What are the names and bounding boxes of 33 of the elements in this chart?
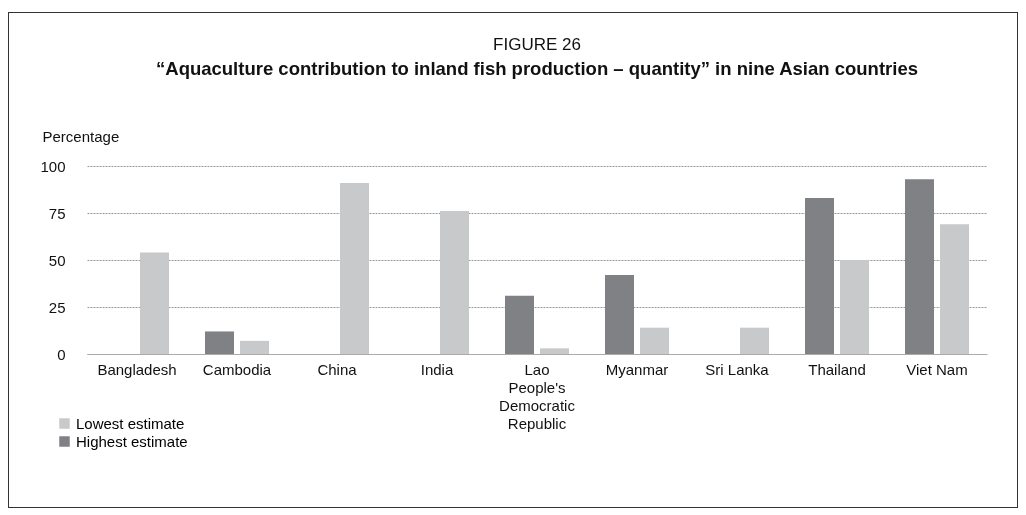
x-tick-label: India xyxy=(420,360,454,378)
chart-subtitle: “Aquaculture contribution to inland fish production – quantity” in nine Asian countries xyxy=(156,57,918,79)
x-tick-label: Bangladesh xyxy=(97,360,177,378)
x-tick-label: Myanmar xyxy=(605,360,669,378)
y-tick-label: 0 xyxy=(57,345,66,363)
bar xyxy=(140,252,169,354)
legend-label: Highest estimate xyxy=(76,432,188,450)
bar xyxy=(740,327,769,354)
chart-title: FIGURE 26 xyxy=(493,34,581,54)
bar xyxy=(940,224,969,354)
bar xyxy=(340,182,369,354)
y-tick-label: 25 xyxy=(48,298,66,316)
x-tick-label: Viet Nam xyxy=(906,360,968,378)
bar xyxy=(505,295,534,354)
bar xyxy=(205,331,234,354)
bar xyxy=(540,348,569,354)
y-tick-label: 100 xyxy=(40,157,66,175)
y-tick-label: 50 xyxy=(48,251,66,269)
x-tick-label: Thailand xyxy=(808,360,866,378)
bar xyxy=(240,340,269,354)
bar xyxy=(440,211,469,354)
x-tick-label: Sri Lanka xyxy=(705,360,770,378)
legend-label: Lowest estimate xyxy=(76,414,185,432)
bar xyxy=(905,179,934,354)
x-tick-label: Cambodia xyxy=(202,360,272,378)
bar xyxy=(805,197,834,354)
x-tick-label: Lao People's Democratic Republic xyxy=(499,360,576,432)
y-axis-title: Percentage xyxy=(42,127,120,145)
bar xyxy=(640,327,669,354)
x-tick-label: China xyxy=(317,360,358,378)
y-tick-label: 75 xyxy=(48,204,66,222)
bar xyxy=(840,260,869,354)
bar xyxy=(605,275,634,354)
